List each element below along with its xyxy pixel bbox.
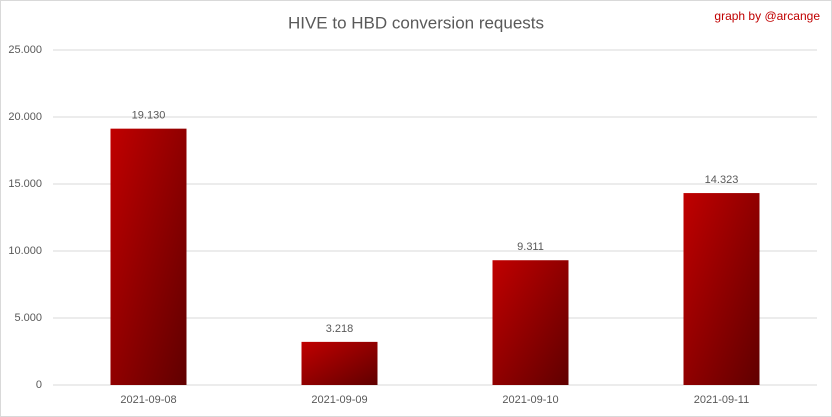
bar	[110, 128, 187, 385]
y-tick-label: 10.000	[8, 245, 42, 257]
data-label: 14.323	[705, 174, 739, 186]
chart-title: HIVE to HBD conversion requests	[288, 13, 544, 32]
x-tick-label: 2021-09-11	[694, 394, 749, 406]
y-tick-label: 25.000	[8, 44, 42, 56]
y-tick-label: 15.000	[8, 178, 42, 190]
bar	[492, 260, 569, 385]
bar	[301, 341, 378, 385]
annotation: graph by @arcange	[714, 9, 820, 23]
data-label: 3.218	[326, 323, 354, 335]
x-tick-label: 2021-09-09	[311, 394, 367, 406]
bar	[683, 193, 760, 385]
x-tick-label: 2021-09-08	[120, 394, 176, 406]
data-label: 19.130	[132, 110, 166, 122]
x-tick-label: 2021-09-10	[502, 394, 558, 406]
y-tick-label: 20.000	[8, 111, 42, 123]
y-tick-label: 0	[36, 379, 42, 391]
y-tick-label: 5.000	[14, 312, 42, 324]
data-label: 9.311	[517, 241, 544, 253]
